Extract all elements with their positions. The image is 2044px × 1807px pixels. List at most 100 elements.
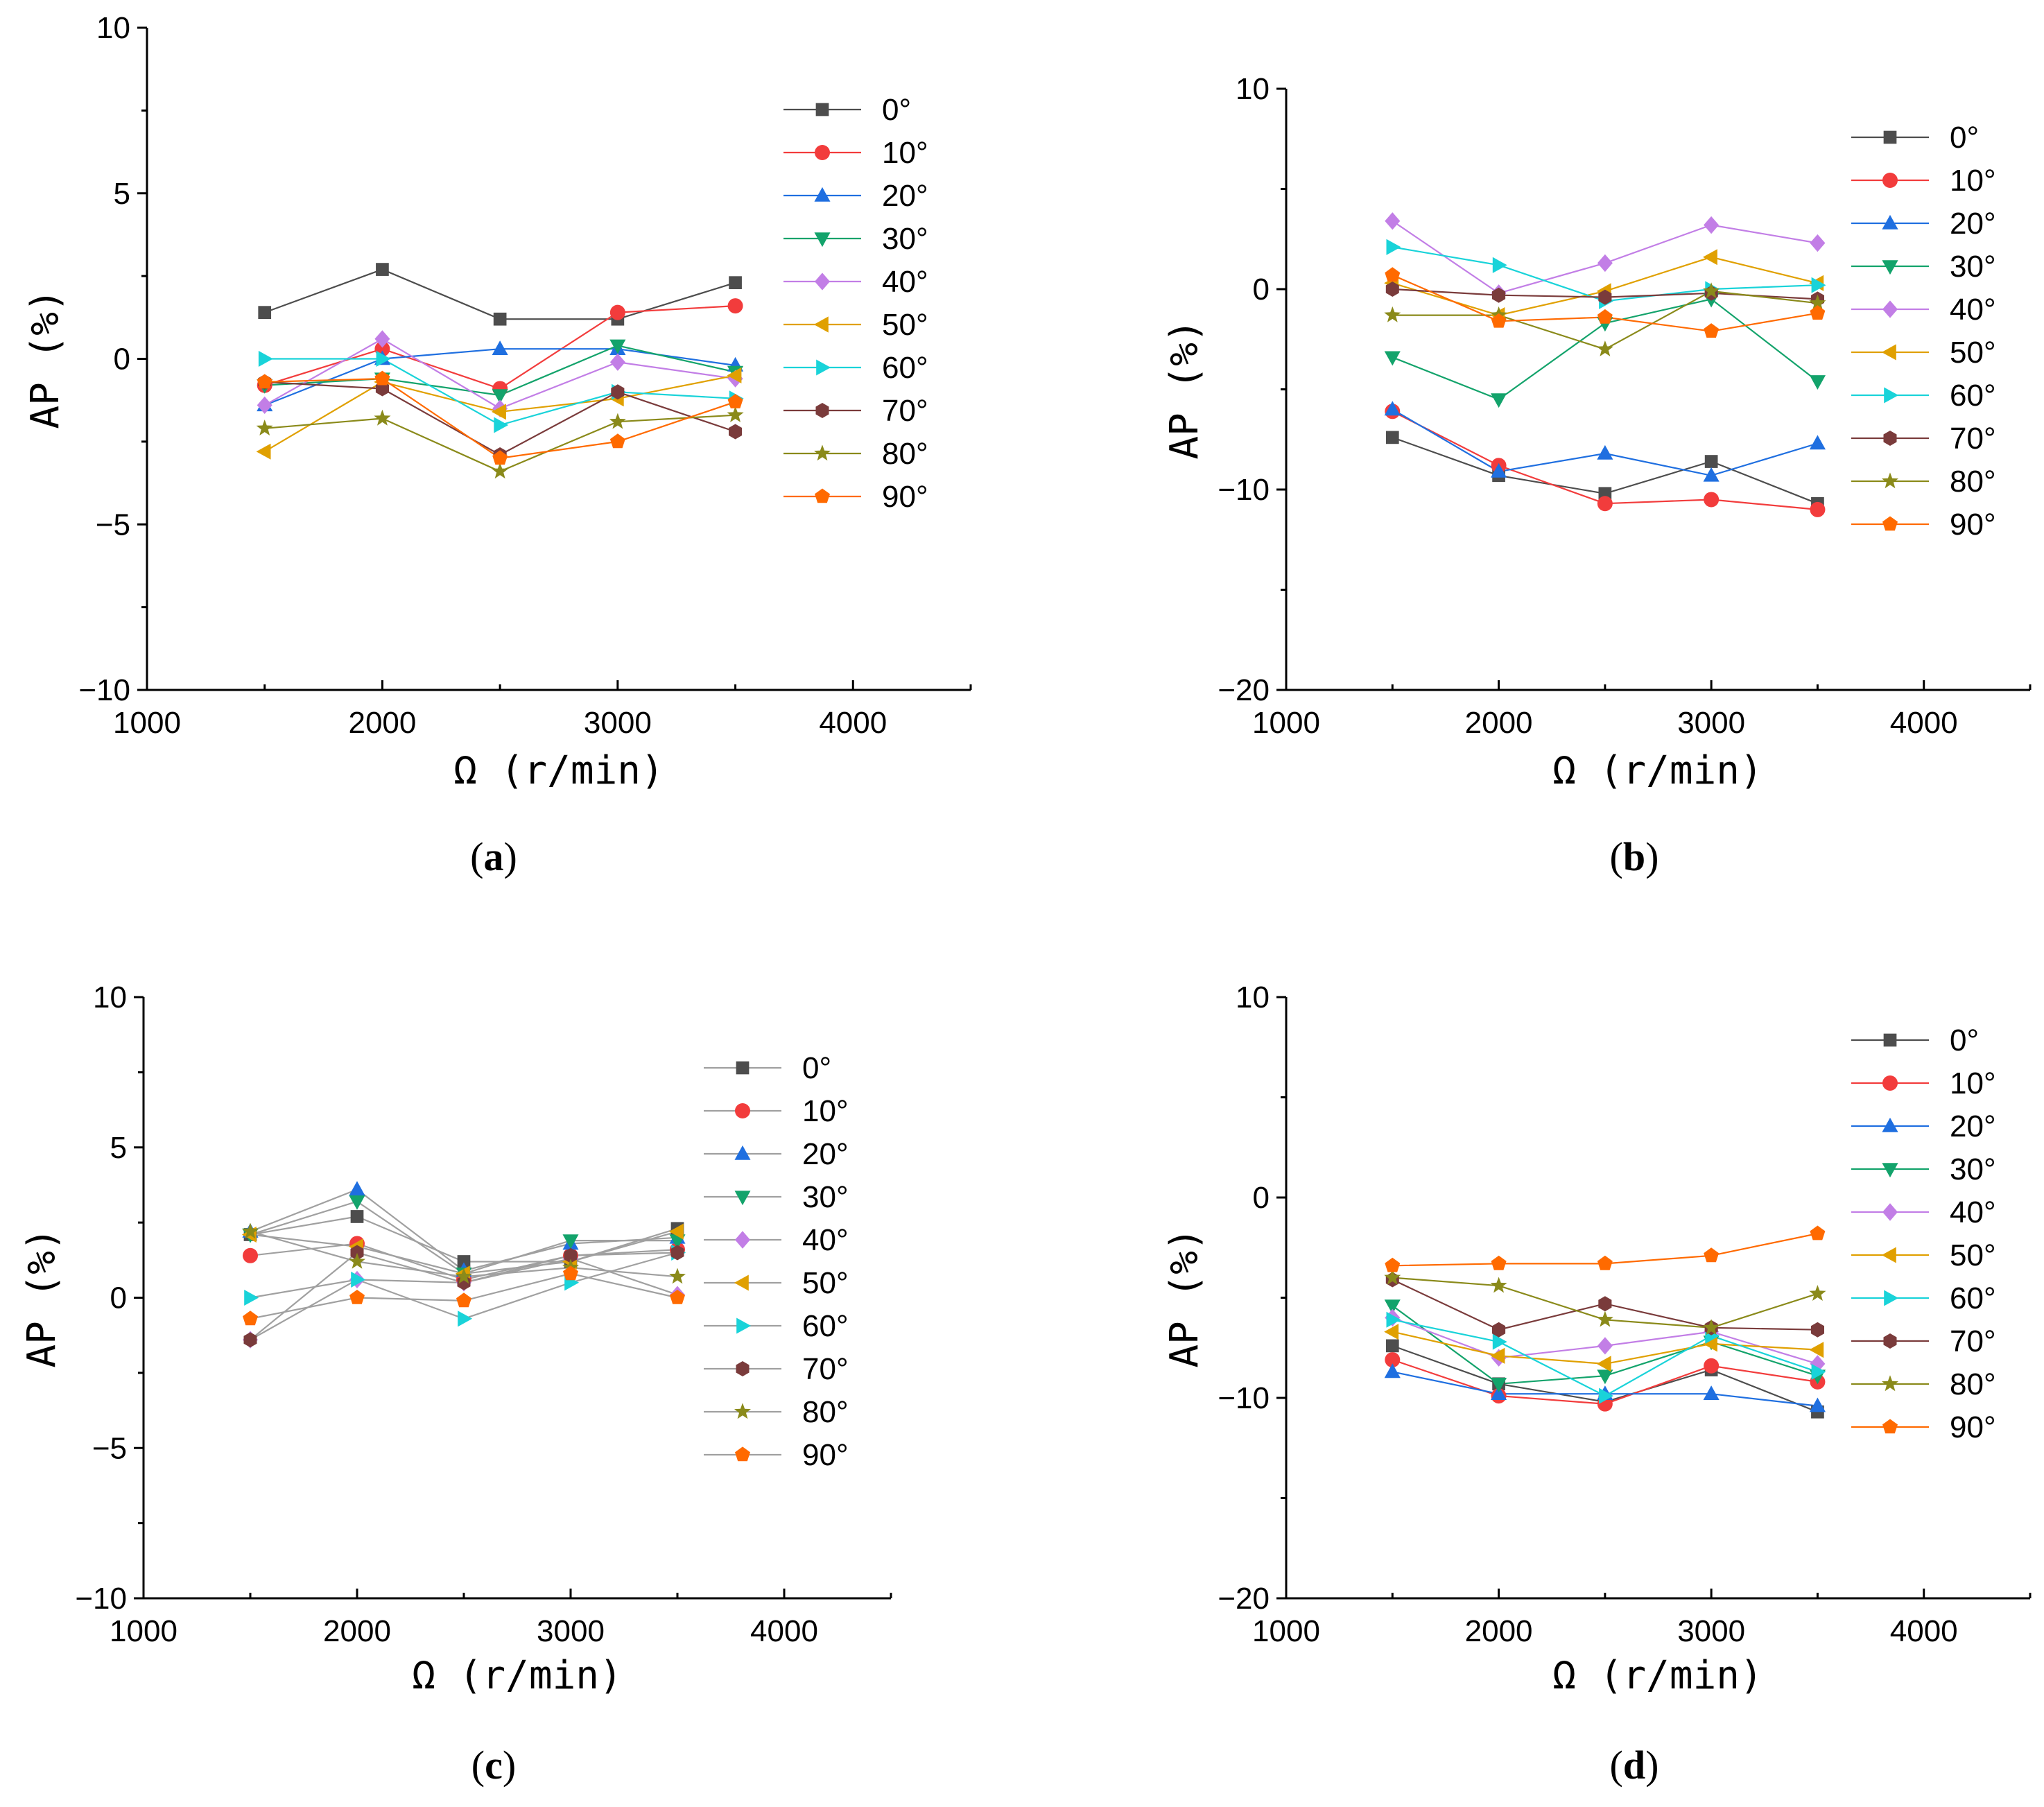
legend-marker bbox=[736, 1061, 750, 1075]
x-tick-label: 2000 bbox=[323, 1614, 391, 1648]
data-point-60deg bbox=[258, 350, 273, 367]
data-point-70deg bbox=[1385, 282, 1399, 297]
y-tick-label: 10 bbox=[93, 980, 127, 1014]
panel-d: −20 −10 0 10 1000 2000 3000 4000 Ω (r/min) AP (%)… bbox=[1162, 980, 2032, 1788]
data-point-20deg bbox=[1809, 1397, 1826, 1412]
legend-label: 90° bbox=[1950, 508, 1996, 542]
data-point-70deg bbox=[611, 384, 625, 400]
data-point-70deg bbox=[729, 424, 743, 440]
legend-marker bbox=[815, 103, 829, 116]
y-tick-label: −20 bbox=[1218, 673, 1270, 707]
legend-marker bbox=[1882, 260, 1898, 275]
panel-b: −20 −10 0 10 1000 2000 3000 4000 Ω (r/min) AP (%)… bbox=[1162, 72, 2032, 879]
data-point-20deg bbox=[1491, 1385, 1507, 1400]
data-point-10deg bbox=[1385, 1352, 1401, 1368]
data-point-0deg bbox=[258, 306, 272, 319]
legend-marker bbox=[815, 145, 830, 160]
y-tick-label: −10 bbox=[1218, 1381, 1270, 1415]
y-tick-label: 5 bbox=[114, 177, 130, 211]
legend-label: 30° bbox=[882, 222, 928, 256]
data-point-90deg bbox=[257, 374, 272, 389]
data-point-0deg bbox=[1385, 1339, 1399, 1353]
legend-marker bbox=[1883, 1333, 1897, 1349]
legend-marker bbox=[1882, 1203, 1898, 1221]
legend-label: 10° bbox=[802, 1094, 849, 1128]
data-point-90deg bbox=[1385, 267, 1401, 282]
data-point-70deg bbox=[243, 1332, 257, 1348]
data-point-20deg bbox=[1809, 435, 1826, 450]
y-tick-label: 0 bbox=[110, 1281, 127, 1315]
legend-marker bbox=[735, 1446, 750, 1462]
legend-label: 40° bbox=[1950, 293, 1996, 327]
data-point-80deg bbox=[1596, 340, 1613, 356]
data-point-70deg bbox=[1492, 1322, 1506, 1338]
data-point-30deg bbox=[1384, 351, 1401, 366]
legend-marker bbox=[734, 1403, 751, 1419]
panel-label: (b) bbox=[1610, 834, 1659, 879]
legend-label: 90° bbox=[802, 1438, 849, 1472]
y-tick-label: −5 bbox=[92, 1431, 127, 1465]
data-point-50deg bbox=[1490, 1347, 1505, 1364]
legend-label: 20° bbox=[1950, 207, 1996, 241]
legend-label: 0° bbox=[1950, 1023, 1979, 1057]
legend-label: 20° bbox=[1950, 1109, 1996, 1143]
legend-label: 0° bbox=[802, 1051, 831, 1085]
legend-label: 10° bbox=[882, 136, 928, 170]
series-line-20deg bbox=[1392, 408, 1818, 476]
data-point-20deg bbox=[492, 340, 508, 355]
data-point-90deg bbox=[727, 394, 743, 408]
data-point-80deg bbox=[609, 413, 626, 429]
data-point-60deg bbox=[376, 350, 391, 367]
data-point-10deg bbox=[609, 304, 625, 320]
legend-label: 50° bbox=[802, 1266, 849, 1300]
data-point-90deg bbox=[374, 370, 390, 386]
data-point-30deg bbox=[609, 339, 626, 354]
legend-label: 60° bbox=[802, 1309, 849, 1343]
data-point-10deg bbox=[1704, 1358, 1720, 1374]
legend-label: 40° bbox=[802, 1223, 849, 1257]
data-point-50deg bbox=[1809, 1342, 1824, 1358]
x-tick-label: 1000 bbox=[113, 706, 181, 740]
legend-label: 60° bbox=[1950, 379, 1996, 413]
y-axis-title: AP (%) bbox=[19, 1227, 64, 1367]
x-tick-label: 2000 bbox=[1465, 706, 1533, 740]
data-point-50deg bbox=[1703, 1335, 1717, 1352]
data-point-80deg bbox=[1809, 1285, 1826, 1301]
x-tick-label: 1000 bbox=[1252, 1614, 1320, 1648]
legend-marker bbox=[1883, 130, 1897, 144]
data-point-30deg bbox=[492, 389, 508, 404]
data-point-70deg bbox=[1492, 287, 1506, 303]
data-point-0deg bbox=[493, 312, 507, 326]
data-point-90deg bbox=[1810, 1225, 1826, 1240]
legend: 0° 10° 20° 30° 40° 50° 60° 70° 80° 90° bbox=[1851, 1023, 1996, 1444]
data-point-10deg bbox=[1597, 496, 1613, 512]
legend-marker bbox=[1882, 1075, 1898, 1091]
data-point-90deg bbox=[1491, 313, 1507, 328]
data-point-60deg bbox=[1492, 1333, 1507, 1350]
data-point-20deg bbox=[1703, 467, 1720, 482]
data-point-60deg bbox=[494, 417, 509, 433]
data-point-90deg bbox=[1704, 323, 1720, 338]
legend-label: 80° bbox=[1950, 465, 1996, 499]
data-point-10deg bbox=[243, 1247, 258, 1263]
data-point-90deg bbox=[1704, 1247, 1720, 1263]
legend-marker bbox=[1882, 472, 1898, 489]
legend-marker bbox=[1882, 1375, 1898, 1392]
data-point-30deg bbox=[562, 1234, 579, 1250]
data-point-80deg bbox=[1596, 1311, 1613, 1327]
data-point-50deg bbox=[492, 404, 506, 420]
data-point-90deg bbox=[243, 1311, 258, 1326]
data-point-0deg bbox=[1704, 455, 1718, 468]
data-point-40deg bbox=[1704, 216, 1720, 234]
data-point-70deg bbox=[350, 1245, 364, 1261]
legend-label: 20° bbox=[802, 1137, 849, 1171]
data-point-80deg bbox=[1384, 306, 1401, 322]
y-tick-label: 0 bbox=[1253, 273, 1270, 306]
data-point-80deg bbox=[492, 462, 509, 479]
legend-label: 20° bbox=[882, 179, 928, 213]
data-point-30deg bbox=[1384, 1299, 1401, 1315]
legend: 0° 10° 20° 30° 40° 50° 60° 70° 80° 90° bbox=[783, 93, 928, 514]
y-tick-label: 5 bbox=[110, 1131, 127, 1165]
data-point-0deg bbox=[729, 276, 742, 290]
